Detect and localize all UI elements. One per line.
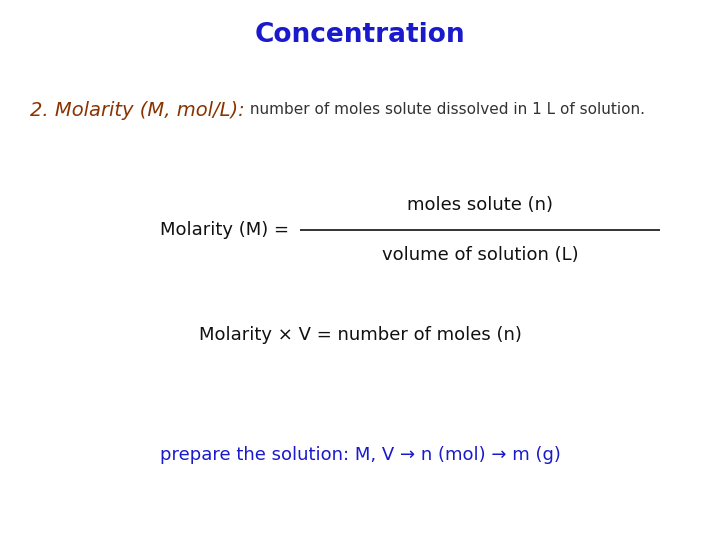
Text: Molarity (M) =: Molarity (M) = [161,221,295,239]
Text: moles solute (n): moles solute (n) [407,196,553,214]
Text: prepare the solution: M, V → n (mol) → m (g): prepare the solution: M, V → n (mol) → m… [160,446,560,464]
Text: Molarity × V = number of moles (n): Molarity × V = number of moles (n) [199,326,521,344]
Text: number of moles solute dissolved in 1 L of solution.: number of moles solute dissolved in 1 L … [245,103,645,118]
Text: 2. Molarity (M, mol/L):: 2. Molarity (M, mol/L): [30,100,245,119]
Text: Concentration: Concentration [255,22,465,48]
Text: volume of solution (L): volume of solution (L) [382,246,578,264]
